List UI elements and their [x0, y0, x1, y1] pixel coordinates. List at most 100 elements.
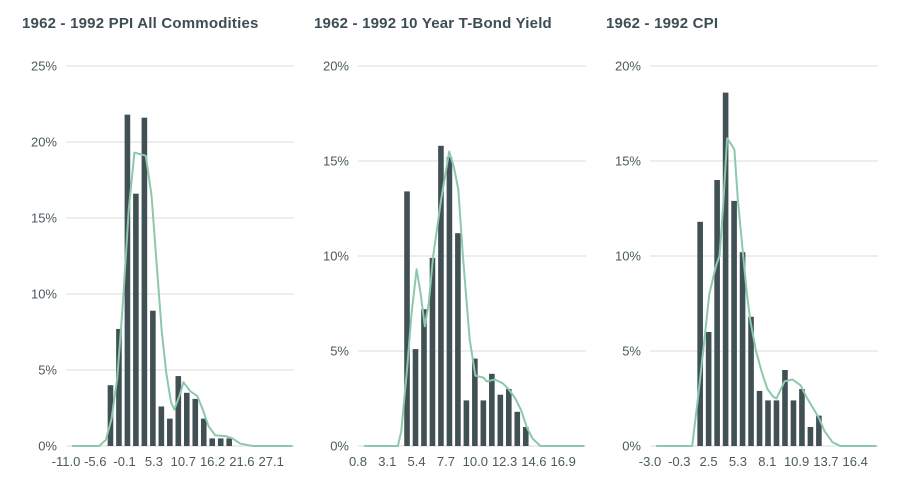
histogram-bar — [497, 394, 504, 446]
histogram-bar — [133, 193, 139, 446]
chart-ppi-all-commodities: 1962 - 1992 PPI All Commodities 0% 5% 10% 1… — [22, 14, 296, 478]
x-axis-tick-label: 5.4 — [408, 454, 426, 469]
chart-title: 1962 - 1992 PPI All Commodities — [22, 15, 259, 32]
histogram-bar — [807, 427, 814, 446]
x-axis-tick-label: 16.9 — [551, 454, 576, 469]
chart-title: 1962 - 1992 10 Year T-Bond Yield — [314, 15, 552, 32]
x-axis-tick-label: 16.4 — [843, 454, 868, 469]
histogram-bar — [489, 373, 495, 446]
histogram-bar — [455, 233, 461, 446]
x-axis-tick-label: 12.3 — [492, 454, 517, 469]
x-axis-tick-label: -0.1 — [113, 454, 135, 469]
y-axis-tick-label: 15% — [31, 211, 57, 226]
x-axis-tick-label: 5.3 — [145, 454, 163, 469]
x-axis-tick-label: 0.8 — [349, 454, 367, 469]
x-axis-tick-label: -11.0 — [52, 454, 81, 469]
histogram-bar — [782, 370, 788, 446]
chart-plot-area: 0% 5% 10% 15% 20% 25% -11.0 -5.6 -0.1 5.3 10.7 16.2… — [22, 54, 296, 478]
histogram-svg: 0% 5% 10% 15% 20% 25% -11.0 -5.6 -0.1 5.3 10.7 16.2… — [31, 59, 294, 469]
histogram-bar — [748, 316, 754, 446]
histogram-bar — [697, 221, 703, 446]
histogram-bar — [141, 117, 148, 447]
histogram-bar — [226, 438, 232, 446]
charts-row: 1962 - 1992 PPI All Commodities 0% 5% 10% 1… — [22, 14, 880, 478]
x-axis-tick-label: 3.1 — [378, 454, 396, 469]
histogram-bar — [480, 400, 487, 446]
histogram-bar — [158, 406, 165, 446]
chart-10yr-tbond-yield: 1962 - 1992 10 Year T-Bond Yield 0% 5% 10%… — [314, 14, 588, 478]
histogram-bar — [421, 309, 427, 446]
chart-title: 1962 - 1992 CPI — [606, 15, 719, 32]
x-axis-tick-label: 13.7 — [813, 454, 838, 469]
x-axis-tick-label: 27.1 — [259, 454, 284, 469]
y-axis-tick-label: 20% — [31, 135, 57, 150]
histogram-bar — [739, 252, 746, 446]
x-axis-tick-label: -0.3 — [668, 454, 690, 469]
x-axis-tick-label: 10.9 — [784, 454, 809, 469]
histogram-bar — [167, 418, 173, 446]
x-axis-tick-label: 16.2 — [200, 454, 225, 469]
y-axis-tick-label: 20% — [323, 59, 349, 74]
y-axis-tick-label: 10% — [31, 287, 57, 302]
y-axis-tick-label: 20% — [615, 59, 641, 74]
y-axis-tick-label: 5% — [622, 344, 641, 359]
histogram-bar — [209, 438, 216, 446]
histogram-bar — [107, 385, 114, 446]
histogram-bar — [816, 415, 822, 446]
histogram-bar — [773, 400, 780, 446]
histogram-bar — [438, 145, 444, 447]
histogram-bar — [722, 92, 729, 446]
histogram-bar — [116, 328, 122, 446]
histogram-bar — [124, 114, 131, 446]
histogram-bar — [705, 332, 712, 446]
histogram-svg: 0% 5% 10% 15% 20% -3.0 -0.3 2.5 5.3 8.1 10.9 13.7 16… — [615, 59, 878, 469]
y-axis-tick-label: 5% — [38, 363, 57, 378]
chart-plot-area: 0% 5% 10% 15% 20% 0.8 3.1 5.4 7.7 10.0 12.3 14.6 16.… — [314, 54, 588, 478]
histogram-bar — [192, 398, 199, 446]
y-axis-tick-label: 10% — [323, 249, 349, 264]
y-axis-tick-label: 0% — [38, 439, 57, 454]
chart-cpi: 1962 - 1992 CPI 0% 5% 10% 15% 20% -3.0 -0.3 2.5… — [606, 14, 880, 478]
histogram-bar — [463, 400, 470, 446]
histogram-bar — [183, 392, 190, 446]
histogram-bar — [200, 418, 207, 446]
histogram-bar — [150, 310, 156, 446]
histogram-bar — [731, 200, 737, 446]
x-axis-tick-label: 10.0 — [463, 454, 488, 469]
x-axis-tick-label: 10.7 — [171, 454, 196, 469]
histogram-svg: 0% 5% 10% 15% 20% 0.8 3.1 5.4 7.7 10.0 12.3 14.6 16.… — [323, 59, 586, 469]
histogram-bar — [714, 180, 720, 446]
histogram-bar — [429, 257, 436, 446]
chart-plot-area: 0% 5% 10% 15% 20% -3.0 -0.3 2.5 5.3 8.1 10.9 13.7 16… — [606, 54, 880, 478]
histogram-bar — [446, 157, 453, 446]
density-curve — [363, 150, 585, 447]
density-curve — [655, 137, 877, 447]
x-axis-tick-label: 21.6 — [229, 454, 254, 469]
x-axis-tick-label: 5.3 — [729, 454, 747, 469]
x-axis-tick-label: -5.6 — [84, 454, 106, 469]
histogram-bar — [799, 389, 805, 446]
histogram-bar — [514, 411, 521, 446]
x-axis-tick-label: 2.5 — [700, 454, 718, 469]
y-axis-tick-label: 15% — [323, 154, 349, 169]
histogram-bar — [472, 358, 478, 446]
x-axis-tick-label: -3.0 — [639, 454, 661, 469]
histogram-bar — [412, 349, 419, 446]
y-axis-tick-label: 25% — [31, 59, 57, 74]
y-axis-tick-label: 0% — [330, 439, 349, 454]
histogram-bar — [217, 438, 224, 446]
x-axis-tick-label: 14.6 — [521, 454, 546, 469]
histogram-bar — [404, 191, 410, 446]
x-axis-tick-label: 7.7 — [437, 454, 455, 469]
y-axis-tick-label: 5% — [330, 344, 349, 359]
x-axis-tick-label: 8.1 — [758, 454, 776, 469]
histogram-bar — [790, 400, 797, 446]
histogram-bar — [522, 427, 529, 446]
density-curve — [71, 151, 293, 447]
histogram-bar — [756, 390, 763, 446]
y-axis-tick-label: 10% — [615, 249, 641, 264]
histogram-bar — [175, 376, 182, 446]
histogram-bar — [765, 400, 771, 446]
y-axis-tick-label: 0% — [622, 439, 641, 454]
histogram-bar — [506, 389, 512, 446]
